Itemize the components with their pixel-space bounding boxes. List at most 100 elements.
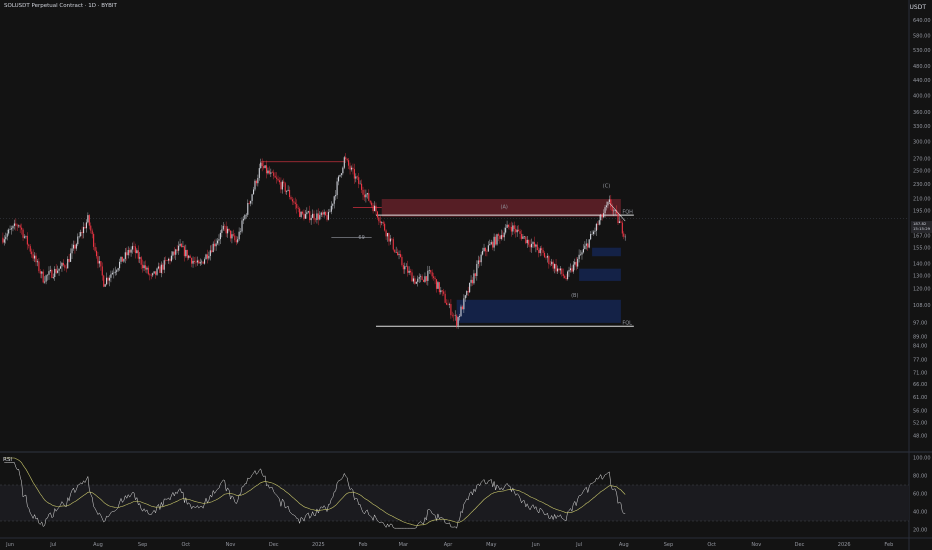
symbol-title[interactable]: SOLUSDT Perpetual Contract · 1D · BYBIT (4, 3, 117, 9)
candle-body (254, 180, 256, 190)
candle-body (300, 211, 302, 217)
wave-b-label: (B) (571, 293, 578, 299)
candle-body (120, 256, 122, 262)
candle-body (484, 247, 487, 252)
fqh-label: FQH (622, 210, 633, 216)
candle-body (443, 291, 445, 294)
candle-body (555, 264, 557, 272)
candle-body (464, 295, 466, 299)
candle-body (80, 232, 82, 237)
rsi-tick-label: 40.00 (913, 510, 927, 516)
candle-body (451, 315, 453, 316)
candle-body (358, 177, 360, 184)
candle-body (270, 172, 272, 174)
candle-body (510, 226, 512, 232)
candle-body (325, 211, 327, 216)
candle-body (149, 274, 151, 276)
candle-body (231, 234, 233, 239)
candle-body (453, 315, 455, 317)
candle-body (495, 236, 497, 245)
candle-body (55, 268, 57, 273)
wave-a-label: (A) (501, 204, 508, 210)
candle-body (72, 244, 75, 249)
candle-body (379, 221, 381, 223)
candle-body (225, 226, 227, 234)
candle-body (623, 233, 625, 237)
candle-body (603, 213, 605, 218)
candle-body (376, 211, 378, 218)
candle-body (162, 264, 164, 270)
price-axis[interactable]: 640.00 580.00 530.00 480.00 440.00 400.00 360.… (913, 18, 931, 439)
price-tick-label: 195.00 (913, 209, 931, 215)
candle-body (31, 251, 33, 255)
candle-body (304, 214, 306, 219)
candle-body (509, 226, 511, 228)
candle-body (446, 302, 448, 305)
candle-body (329, 211, 331, 213)
candle-body (466, 291, 468, 296)
candle-body (382, 222, 384, 224)
candle-body (497, 234, 499, 236)
candle-body (621, 222, 623, 234)
rsi-indicator-label[interactable]: RSI (3, 457, 12, 463)
candle-body (5, 236, 7, 240)
candle-body (457, 317, 459, 326)
candle-body (410, 270, 412, 273)
candle-body (605, 205, 608, 208)
candle-body (251, 194, 253, 201)
candle-body (169, 258, 171, 261)
price-tick-label: 77.00 (913, 357, 927, 363)
candle-body (597, 223, 599, 225)
candle-body (227, 228, 229, 234)
currency-label[interactable]: USDT (909, 4, 927, 11)
candle-body (363, 194, 366, 198)
candle-body (215, 243, 217, 247)
candle-body (309, 211, 311, 221)
price-tick-label: 360.00 (913, 110, 931, 116)
candle-body (607, 201, 609, 206)
candle-body (13, 223, 15, 226)
candle-body (206, 254, 208, 259)
candle-body (585, 243, 587, 246)
candle-body (316, 213, 318, 220)
candle-body (398, 254, 400, 256)
candle-body (592, 231, 595, 234)
candle-body (444, 293, 446, 303)
candle-body (78, 236, 80, 237)
time-axis[interactable]: Jun Jul Aug Sep Oct Nov Dec 2025 Feb Mar Apr May Jun… (5, 542, 893, 548)
candle-body (469, 282, 471, 293)
candle-body (533, 242, 536, 247)
candle-body (303, 213, 305, 219)
levels-layer (0, 161, 909, 327)
candle-body (355, 176, 357, 179)
candle-body (201, 261, 203, 263)
candle-body (590, 234, 592, 240)
price-tick-label: 108.00 (913, 303, 931, 309)
candle-body (255, 180, 257, 184)
candle-body (435, 279, 438, 289)
candle-body (271, 172, 273, 173)
price-tick-label: 530.00 (913, 48, 931, 54)
candle-body (526, 239, 528, 244)
price-tick-label: 61.00 (913, 395, 927, 401)
candle-body (173, 251, 175, 255)
rsi-line (4, 462, 626, 529)
candles-layer (2, 153, 626, 329)
candle-body (244, 214, 246, 220)
candle-body (247, 203, 249, 215)
candle-body (512, 225, 514, 232)
candle-body (539, 248, 541, 254)
candle-body (100, 261, 102, 267)
candle-body (88, 215, 90, 226)
candle-body (595, 223, 597, 231)
candle-body (460, 306, 462, 317)
candle-body (414, 278, 416, 284)
candle-body (541, 248, 543, 251)
candle-body (487, 245, 489, 252)
candle-body (228, 228, 230, 231)
candle-body (562, 273, 564, 276)
candle-body (139, 257, 141, 259)
candle-body (51, 270, 53, 278)
candle-body (21, 227, 23, 230)
